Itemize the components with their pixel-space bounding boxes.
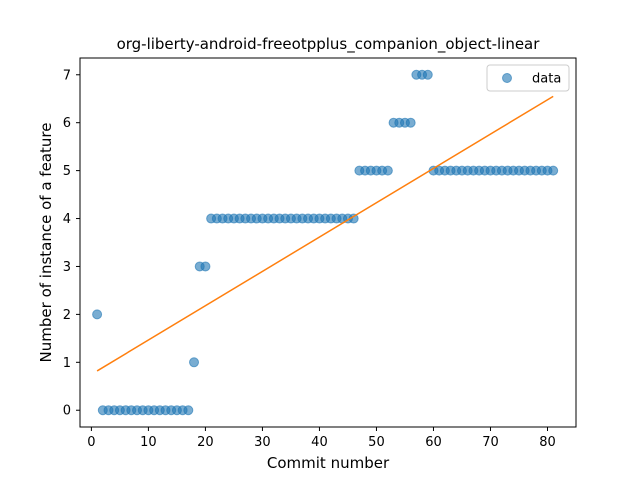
- x-tick-label: 20: [197, 435, 214, 450]
- data-point: [422, 69, 433, 80]
- x-tick-label: 40: [311, 435, 328, 450]
- legend-box: [486, 64, 570, 92]
- plot-marks: [92, 69, 559, 416]
- data-point: [382, 165, 393, 176]
- data-point: [405, 117, 416, 128]
- y-tick-label: 7: [63, 68, 71, 83]
- y-tick-label: 5: [63, 164, 71, 179]
- x-tick-label: 30: [254, 435, 271, 450]
- x-tick-label: 10: [140, 435, 157, 450]
- plot-frame: [79, 57, 577, 428]
- legend-label: data: [532, 72, 561, 87]
- legend: data: [486, 64, 570, 92]
- y-axis-label: Number of instance of a feature: [37, 123, 55, 363]
- y-tick-label: 2: [63, 308, 71, 323]
- y-tick-label: 4: [63, 212, 71, 227]
- x-tick-label: 80: [539, 435, 556, 450]
- x-tick-label: 0: [87, 435, 95, 450]
- y-axis: 0 1 2 3 4 5 6 7: [63, 68, 80, 419]
- x-axis-label: Commit number: [267, 454, 390, 472]
- y-tick-label: 1: [63, 356, 71, 371]
- data-point: [189, 357, 200, 368]
- y-tick-label: 3: [63, 260, 71, 275]
- x-axis: 0 10 20 30 40 50 60 70 80: [87, 427, 556, 450]
- x-tick-label: 70: [482, 435, 499, 450]
- y-tick-label: 6: [63, 116, 71, 131]
- legend-marker: [502, 73, 512, 83]
- data-point: [548, 165, 559, 176]
- fit-line: [96, 95, 554, 372]
- data-point: [200, 261, 211, 272]
- data-point: [92, 309, 103, 320]
- data-point: [183, 405, 194, 416]
- x-tick-label: 60: [425, 435, 442, 450]
- y-tick-label: 0: [63, 404, 71, 419]
- x-tick-label: 50: [368, 435, 385, 450]
- chart-title: org-liberty-android-freeotpplus_companio…: [117, 35, 541, 54]
